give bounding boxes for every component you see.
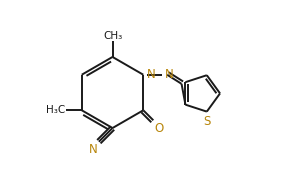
Text: O: O xyxy=(154,122,164,135)
Text: N: N xyxy=(89,143,98,156)
Text: N: N xyxy=(165,68,173,81)
Text: CH₃: CH₃ xyxy=(103,31,122,41)
Text: N: N xyxy=(147,68,156,81)
Text: S: S xyxy=(203,115,210,128)
Text: H₃C: H₃C xyxy=(46,105,65,115)
